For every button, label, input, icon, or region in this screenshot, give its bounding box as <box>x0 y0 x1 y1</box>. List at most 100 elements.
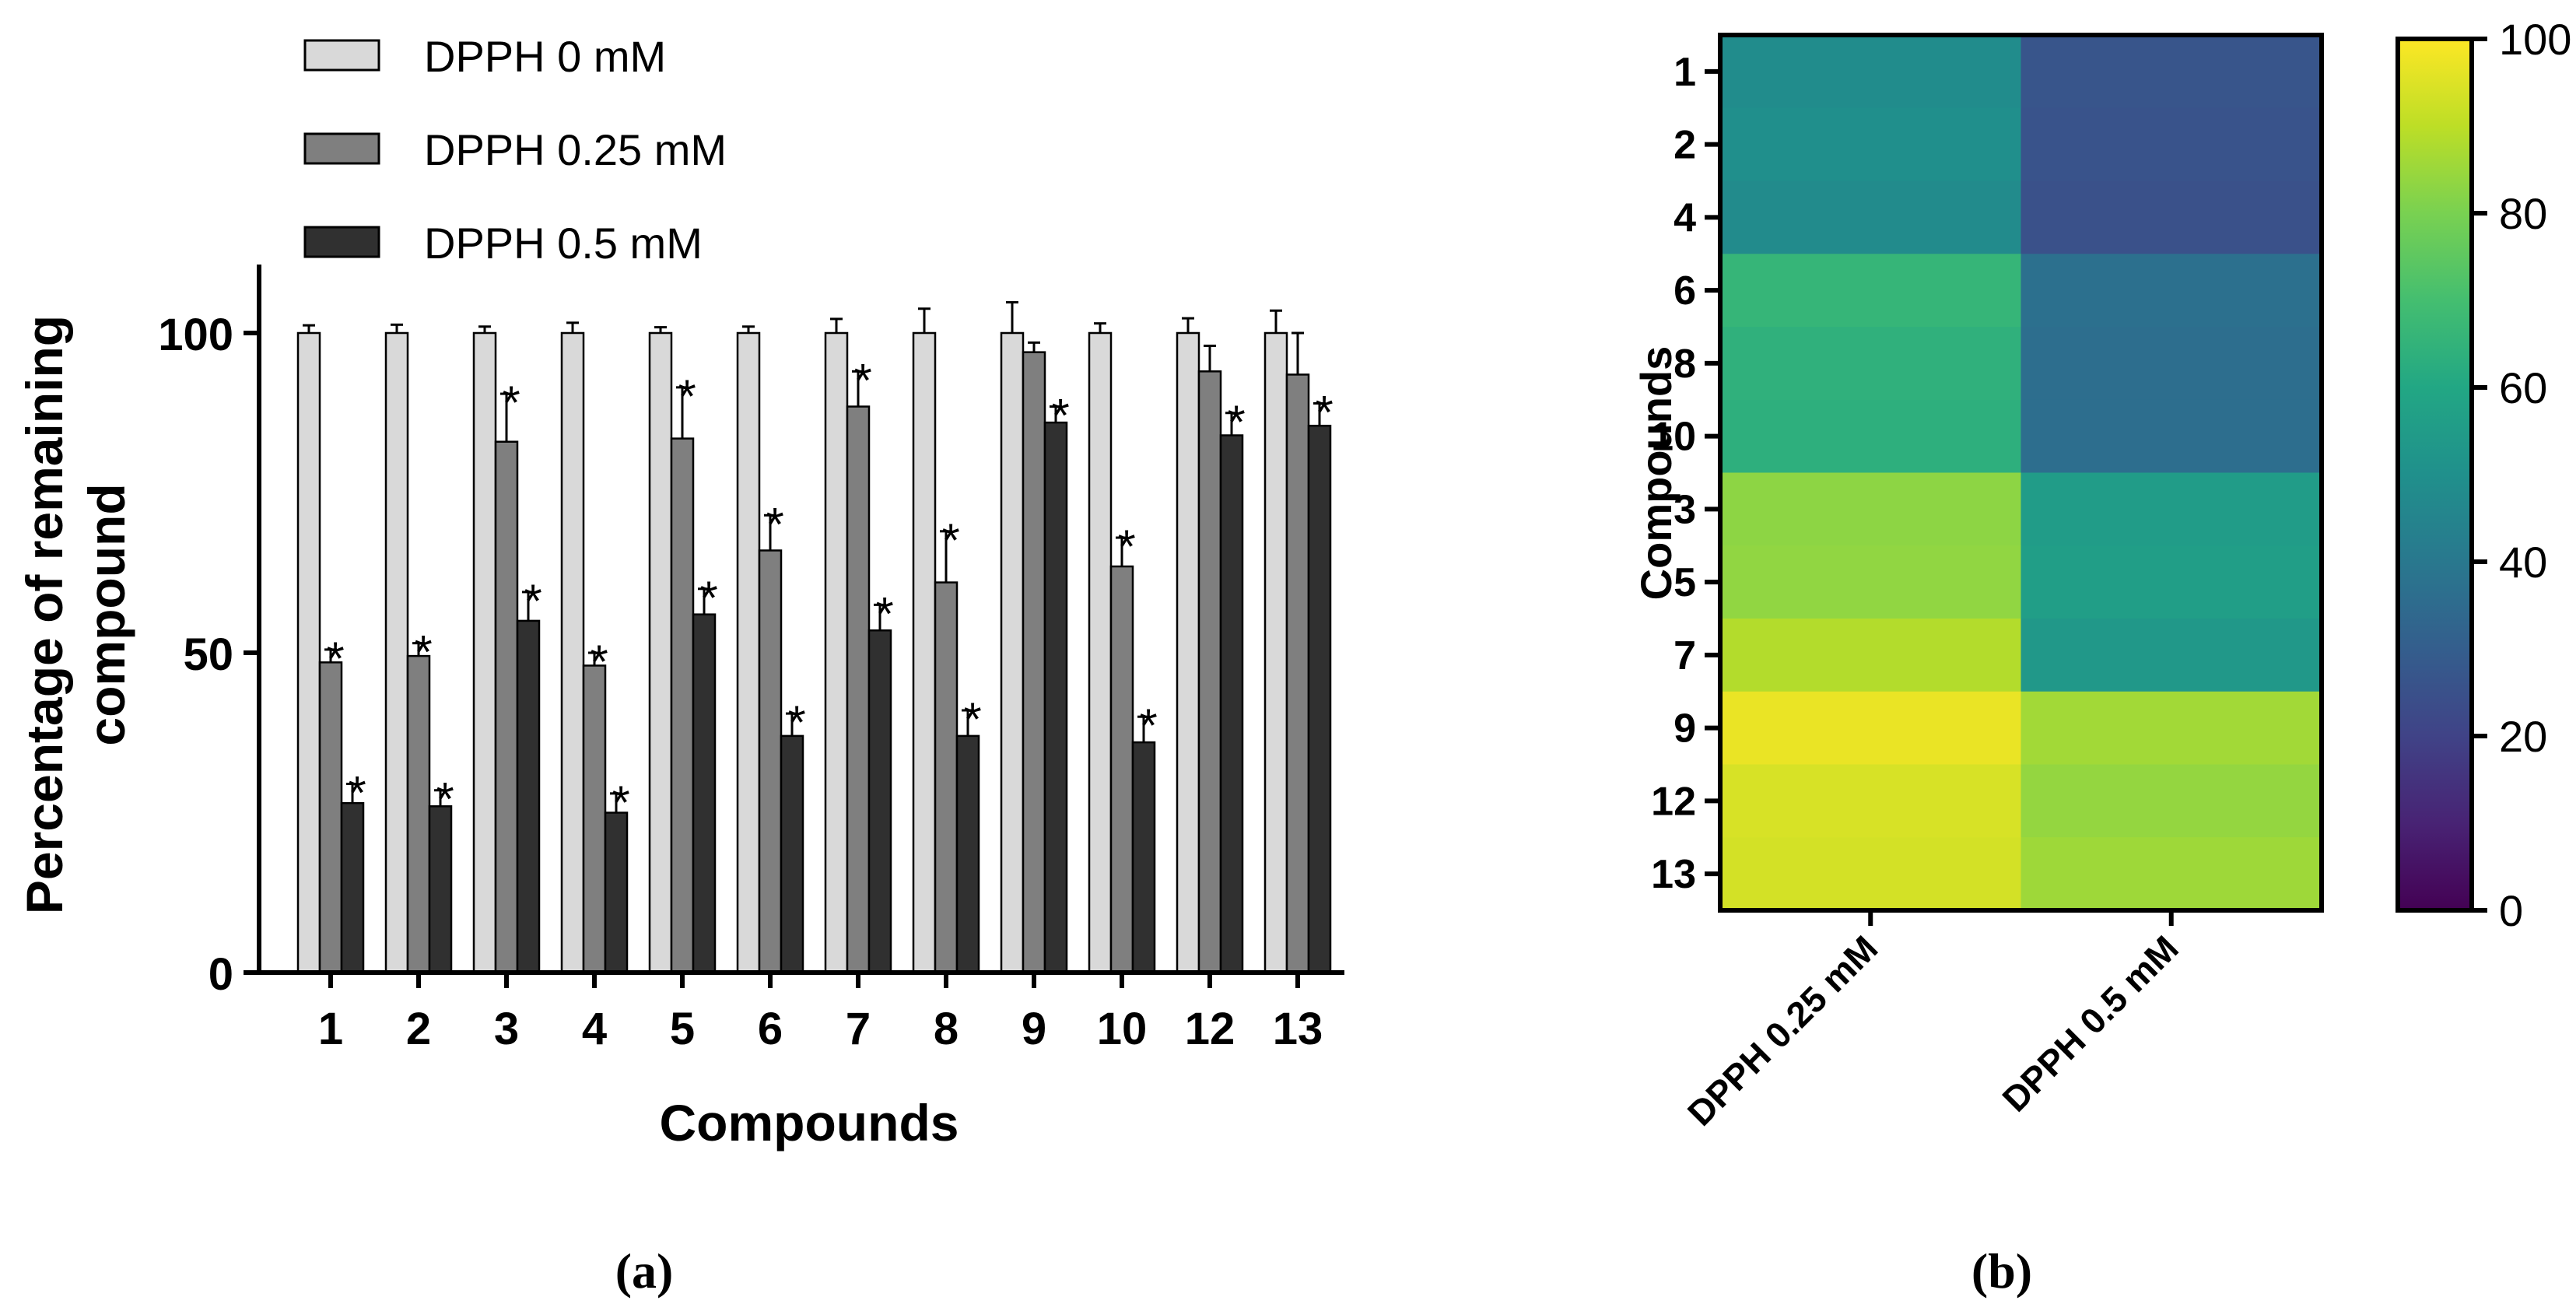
bar-dpph-0-5-mm-compound-13 <box>1307 424 1332 974</box>
column-tick-group: DPPH 0.25 mM <box>1680 927 1886 1134</box>
bar-dpph-0-mm-compound-8 <box>912 331 937 974</box>
x-tick-label: 5 <box>670 1004 695 1054</box>
x-tick-label: 6 <box>758 1004 783 1054</box>
panel-label-b: (b) <box>1971 1243 2032 1299</box>
row-tick-label: 8 <box>1674 342 1696 387</box>
bar-dpph-0-5-mm-compound-2 <box>428 805 453 974</box>
legend: DPPH 0 mM DPPH 0.25 mM DPPH 0.5 mM <box>303 32 727 268</box>
y-axis-title-line-1: Percentage of remaining <box>16 315 73 914</box>
legend-swatch <box>303 226 380 258</box>
bar-dpph-0-5-mm-compound-1 <box>340 801 365 974</box>
legend-label: DPPH 0 mM <box>424 32 666 81</box>
bar-dpph-0-mm-compound-9 <box>1000 331 1025 974</box>
significance-marker: * <box>1315 386 1333 438</box>
significance-marker: * <box>1139 699 1157 752</box>
y-tick-label: 0 <box>209 949 233 1000</box>
heatmap-cell-compound-5-col-1 <box>1720 545 2021 619</box>
y-axis-title-line-2: compound <box>78 483 135 745</box>
heatmap-cell-compound-13-col-2 <box>2020 837 2322 911</box>
heatmap-cell-compound-8-col-2 <box>2020 327 2322 401</box>
y-tick-label: 50 <box>183 629 233 680</box>
bar-dpph-0-25-mm-compound-9 <box>1022 351 1046 974</box>
significance-marker: * <box>1227 396 1245 448</box>
bar-dpph-0-mm-compound-4 <box>560 331 585 974</box>
bar-dpph-0-25-mm-compound-5 <box>670 437 695 974</box>
heatmap-cell-compound-4-col-1 <box>1720 181 2021 254</box>
significance-marker: * <box>436 773 454 826</box>
colorbar-tick-label: 20 <box>2499 712 2547 761</box>
column-tick-group: DPPH 0.5 mM <box>1994 927 2185 1119</box>
heatmap-cell-compound-1-col-1 <box>1720 35 2021 109</box>
colorbar-tick-label: 60 <box>2499 363 2547 412</box>
colorbar <box>2396 37 2474 913</box>
x-tick-label: 13 <box>1273 1004 1323 1054</box>
bar-dpph-0-5-mm-compound-4 <box>604 811 629 974</box>
heatmap-cell-compound-4-col-2 <box>2020 181 2322 254</box>
heatmap-cell-compound-2-col-1 <box>1720 107 2021 181</box>
row-tick-label: 3 <box>1674 487 1696 532</box>
significance-marker: * <box>524 575 541 627</box>
x-tick-label: 8 <box>934 1004 959 1054</box>
significance-marker: * <box>875 587 893 640</box>
heatmap-cell-compound-9-col-2 <box>2020 691 2322 765</box>
significance-marker: * <box>678 370 696 422</box>
colorbar-tick-label: 80 <box>2499 189 2547 238</box>
significance-marker: * <box>787 696 805 748</box>
bar-dpph-0-25-mm-compound-3 <box>494 440 519 974</box>
significance-marker: * <box>590 636 608 688</box>
bar-dpph-0-25-mm-compound-6 <box>758 549 783 974</box>
significance-marker: * <box>326 633 344 685</box>
bar-dpph-0-mm-compound-1 <box>296 331 321 974</box>
significance-marker: * <box>502 377 520 429</box>
significance-marker: * <box>414 626 432 678</box>
heatmap-cell-compound-5-col-2 <box>2020 545 2322 619</box>
row-tick-label: 13 <box>1651 852 1696 897</box>
heatmap-cell-compound-10-col-2 <box>2020 399 2322 473</box>
heatmap-cell-compound-2-col-2 <box>2020 107 2322 181</box>
bar-dpph-0-mm-compound-10 <box>1088 331 1113 974</box>
bar-dpph-0-25-mm-compound-7 <box>846 405 871 974</box>
column-tick-label: DPPH 0.5 mM <box>1994 927 2185 1119</box>
y-tick-label: 100 <box>158 310 233 360</box>
row-tick-label: 12 <box>1651 779 1696 824</box>
bar-dpph-0-25-mm-compound-4 <box>582 664 607 974</box>
significance-marker: * <box>612 776 629 829</box>
bar-dpph-0-5-mm-compound-3 <box>516 619 541 974</box>
bar-dpph-0-5-mm-compound-6 <box>780 734 804 974</box>
bar-dpph-0-25-mm-compound-2 <box>406 654 431 974</box>
heatmap-cell-compound-9-col-1 <box>1720 691 2021 765</box>
bar-dpph-0-mm-compound-13 <box>1263 331 1288 974</box>
row-tick-label: 1 <box>1674 50 1696 95</box>
row-tick-label: 7 <box>1674 633 1696 678</box>
heatmap-cells <box>1720 35 2322 911</box>
legend-swatch <box>303 39 380 72</box>
row-tick-label: 6 <box>1674 268 1696 314</box>
legend-label: DPPH 0.25 mM <box>424 125 727 174</box>
row-tick-label: 2 <box>1674 123 1696 168</box>
bar-marks: * * * * * * * * * * * * * * * * * * * * * <box>296 301 1334 974</box>
bar-dpph-0-mm-compound-3 <box>472 331 497 974</box>
heatmap-cell-compound-3-col-2 <box>2020 472 2322 546</box>
heatmap-cell-compound-8-col-1 <box>1720 327 2021 401</box>
bar-dpph-0-25-mm-compound-13 <box>1285 373 1310 974</box>
bar-dpph-0-25-mm-compound-12 <box>1197 370 1222 974</box>
bar-dpph-0-5-mm-compound-9 <box>1043 421 1068 974</box>
row-tick-label: 10 <box>1651 415 1696 460</box>
heatmap-frame <box>1718 33 2324 913</box>
x-tick-label: 7 <box>846 1004 871 1054</box>
bar-dpph-0-25-mm-compound-8 <box>934 581 959 974</box>
significance-marker: * <box>1051 390 1069 442</box>
x-axis-title: Compounds <box>660 1094 959 1152</box>
heatmap-column-ticks: DPPH 0.25 mM DPPH 0.5 mM <box>1680 910 2186 1134</box>
bar-dpph-0-mm-compound-6 <box>736 331 761 974</box>
x-tick-label: 1 <box>318 1004 343 1054</box>
heatmap-cell-compound-6-col-2 <box>2020 254 2322 328</box>
x-tick-label: 10 <box>1097 1004 1148 1054</box>
significance-marker: * <box>699 572 717 624</box>
row-tick-label: 9 <box>1674 706 1696 752</box>
x-ticks: 1 2 3 4 5 6 7 8 9 10 12 13 <box>318 973 1323 1054</box>
bar-dpph-0-mm-compound-12 <box>1176 331 1200 974</box>
